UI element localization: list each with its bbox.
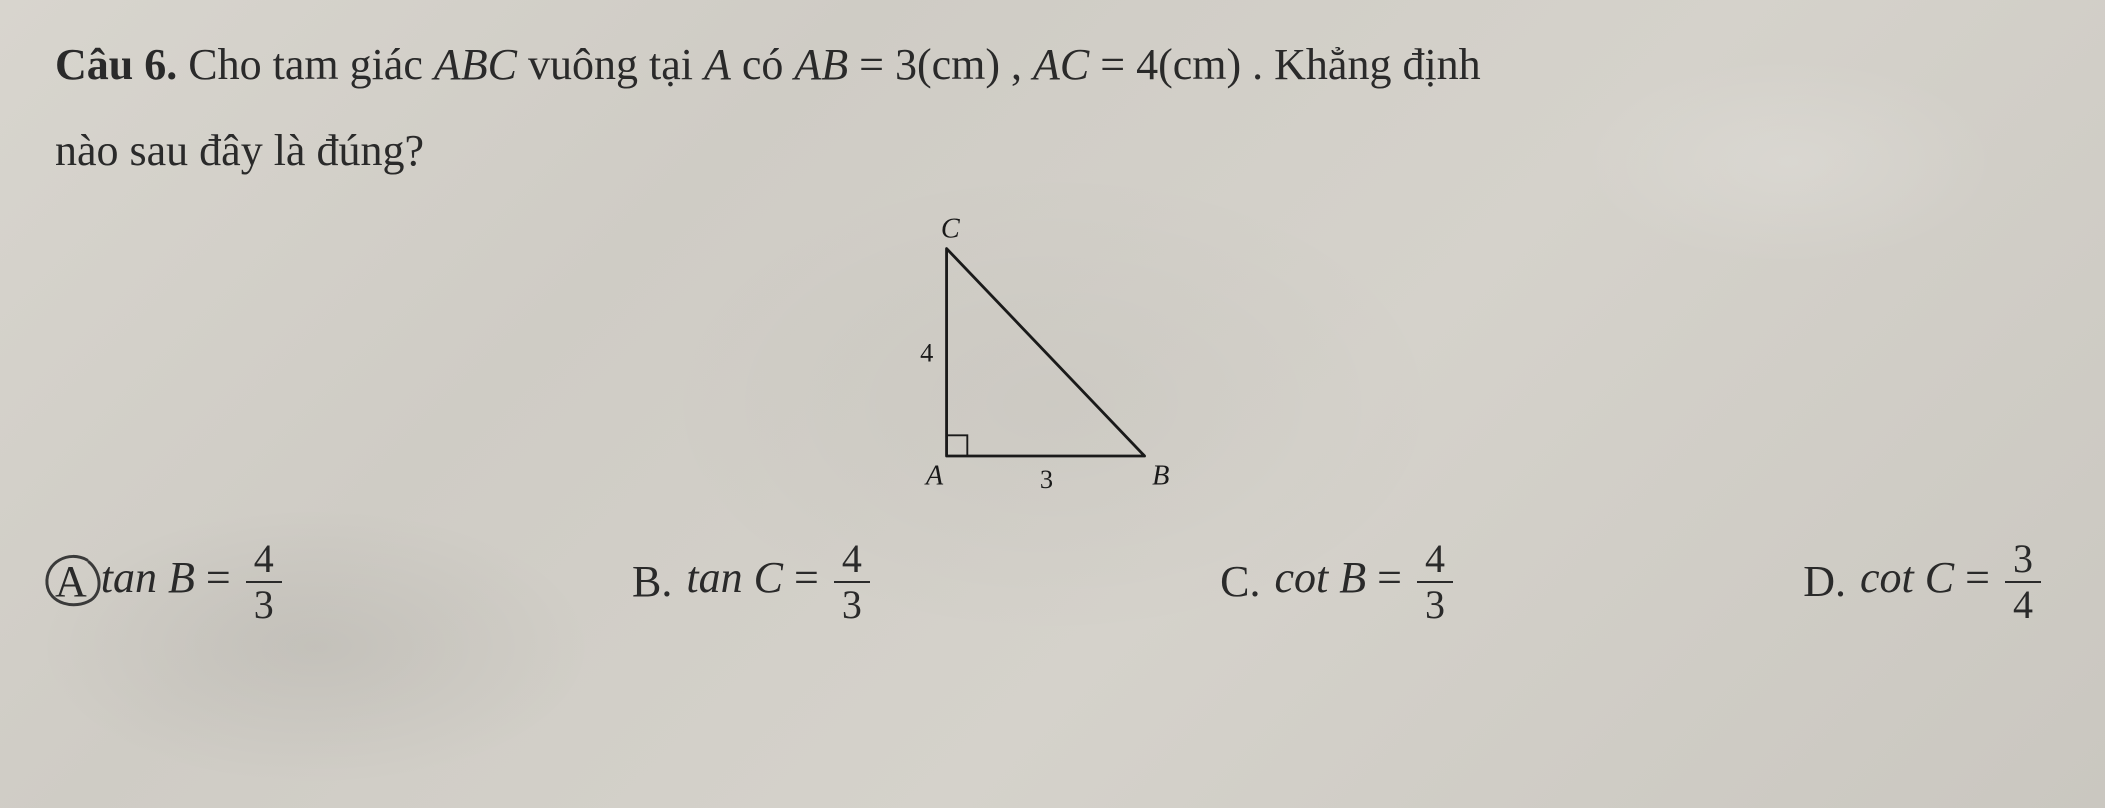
q-text-1c: có	[742, 40, 795, 89]
svg-text:C: C	[941, 213, 961, 244]
q-text-1d: . Khẳng định	[1252, 40, 1481, 89]
option-C-label: C.	[1220, 556, 1260, 607]
option-B-label: B.	[632, 556, 672, 607]
option-B-expr: tan C = 4 3	[686, 537, 873, 627]
q-eq2-rhs: 4(cm)	[1136, 40, 1241, 89]
question-line-1: Câu 6. Cho tam giác ABC vuông tại A có A…	[55, 30, 2055, 100]
q-eq1-lhs: AB	[794, 40, 848, 89]
option-C-expr: cot B = 4 3	[1274, 537, 1456, 627]
option-A[interactable]: A tan B = 4 3	[55, 537, 286, 627]
q-sep: ,	[1011, 40, 1033, 89]
q-text-1a: Cho tam giác	[188, 40, 434, 89]
eq-sign-2: =	[1100, 40, 1136, 89]
option-C[interactable]: C. cot B = 4 3	[1220, 537, 1457, 627]
fraction: 4 3	[834, 537, 870, 627]
svg-text:A: A	[924, 460, 944, 491]
question-label: Câu 6.	[55, 40, 177, 89]
svg-text:B: B	[1152, 460, 1169, 491]
option-A-label: A	[55, 556, 87, 607]
svg-text:4: 4	[920, 337, 933, 367]
triangle-diagram: A B C 4 3	[890, 207, 1220, 507]
q-text-1b: vuông tại	[528, 40, 704, 89]
eq-sign-1: =	[859, 40, 895, 89]
question-line-2: nào sau đây là đúng?	[55, 116, 2055, 186]
option-B[interactable]: B. tan C = 4 3	[632, 537, 874, 627]
options-row: A tan B = 4 3 B. tan	[55, 537, 2055, 627]
fraction: 4 3	[1417, 537, 1453, 627]
option-D[interactable]: D. cot C = 3 4	[1803, 537, 2045, 627]
q-abc: ABC	[434, 40, 517, 89]
q-eq1-rhs: 3(cm)	[895, 40, 1000, 89]
q-eq2-lhs: AC	[1033, 40, 1089, 89]
question-block: Câu 6. Cho tam giác ABC vuông tại A có A…	[0, 0, 2105, 657]
triangle-diagram-wrap: A B C 4 3	[55, 207, 2055, 507]
fraction: 3 4	[2005, 537, 2041, 627]
q-A: A	[704, 40, 731, 89]
fraction: 4 3	[246, 537, 282, 627]
option-D-expr: cot C = 3 4	[1860, 537, 2045, 627]
option-A-expr: tan B = 4 3	[101, 537, 286, 627]
option-D-label: D.	[1803, 556, 1846, 607]
svg-text:3: 3	[1040, 464, 1053, 494]
